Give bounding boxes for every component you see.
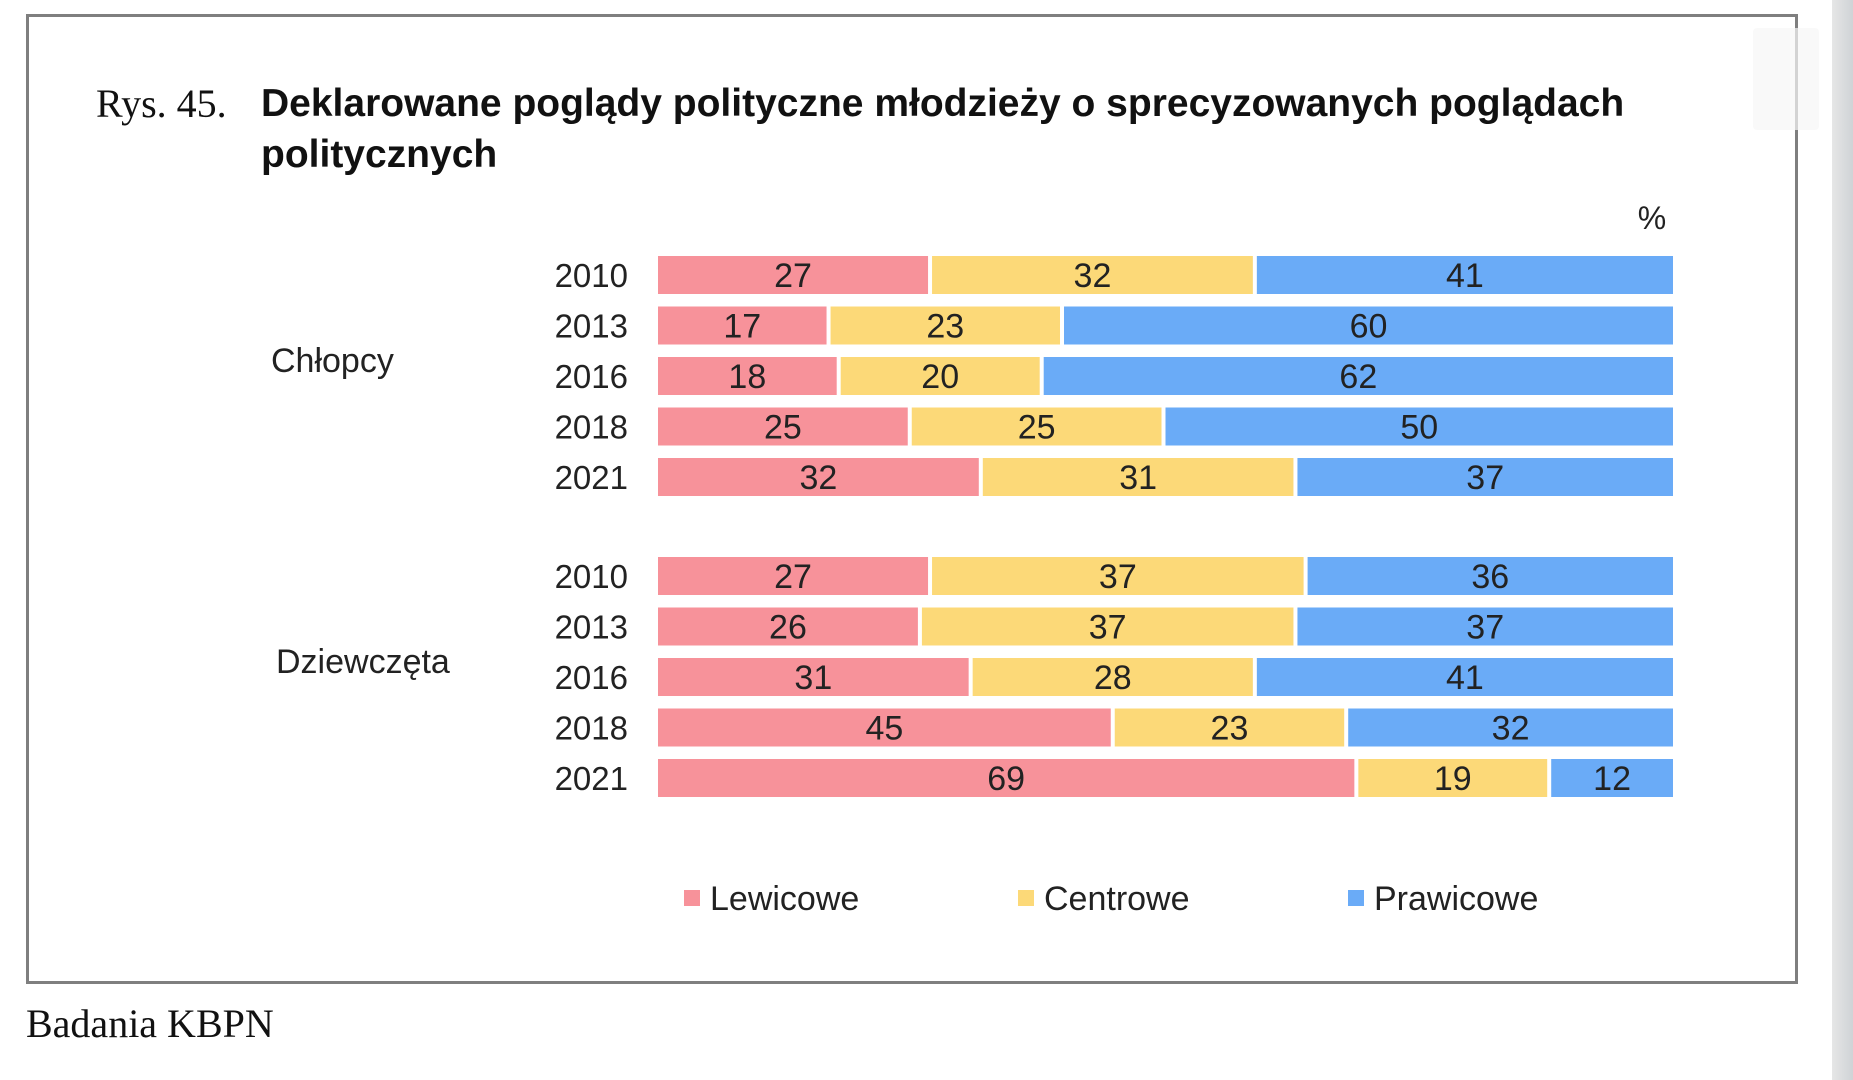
bar-prawicowe	[1256, 658, 1673, 696]
data-label: 31	[1119, 459, 1157, 497]
bar-lewicowe	[658, 658, 969, 696]
year-label: 2018	[555, 409, 628, 446]
year-label: 2010	[555, 558, 628, 595]
data-label: 31	[794, 659, 832, 697]
bar-lewicowe	[658, 357, 837, 395]
bar-lewicowe	[658, 557, 929, 595]
data-label: 23	[926, 308, 964, 346]
bar-centrowe	[830, 306, 1060, 345]
year-label: 2013	[555, 609, 628, 646]
bar-centrowe	[1114, 708, 1345, 747]
year-label: 2018	[555, 710, 628, 747]
data-label: 18	[728, 358, 766, 396]
data-label: 23	[1211, 710, 1249, 748]
bar-centrowe	[932, 256, 1253, 294]
year-label: 2016	[555, 659, 628, 696]
data-label: 37	[1099, 558, 1137, 596]
legend-swatch-lewicowe	[684, 890, 700, 906]
bar-lewicowe	[658, 607, 918, 646]
bar-prawicowe	[1043, 357, 1673, 395]
bar-lewicowe	[658, 458, 979, 496]
bar-centrowe	[972, 658, 1253, 696]
data-label: 20	[921, 358, 959, 396]
legend-label-lewicowe: Lewicowe	[710, 880, 859, 918]
legend-swatch-prawicowe	[1348, 890, 1364, 906]
window-edge-strip	[1832, 0, 1853, 1080]
data-label: 37	[1466, 609, 1504, 647]
legend-label-prawicowe: Prawicowe	[1374, 880, 1538, 918]
bar-lewicowe	[658, 306, 827, 345]
year-label: 2013	[555, 308, 628, 345]
source-note: Badania KBPN	[26, 1001, 274, 1046]
bar-centrowe	[982, 458, 1294, 496]
figure-frame	[26, 14, 1798, 984]
data-label: 41	[1446, 257, 1484, 295]
data-label: 19	[1434, 760, 1472, 798]
data-label: 60	[1350, 308, 1388, 346]
data-label: 25	[1018, 409, 1056, 447]
group-label: Chłopcy	[271, 342, 394, 380]
bar-centrowe	[932, 557, 1304, 595]
data-label: 62	[1339, 358, 1377, 396]
bar-prawicowe	[1551, 759, 1673, 797]
bar-lewicowe	[658, 407, 908, 446]
bar-lewicowe	[658, 708, 1111, 747]
unit-label: %	[1638, 200, 1666, 236]
legend: Lewicowe Centrowe Prawicowe	[684, 880, 1538, 918]
chart-title: Deklarowane poglądy polityczne młodzieży…	[261, 82, 1625, 176]
data-label: 37	[1466, 459, 1504, 497]
bar-prawicowe	[1256, 256, 1673, 294]
legend-label-centrowe: Centrowe	[1044, 880, 1190, 918]
bar-centrowe	[840, 357, 1040, 395]
bar-centrowe	[921, 607, 1294, 646]
bar-prawicowe	[1165, 407, 1673, 446]
data-label: 27	[774, 558, 812, 596]
data-label: 32	[799, 459, 837, 497]
bar-prawicowe	[1064, 306, 1673, 345]
data-label: 32	[1492, 710, 1530, 748]
data-label: 12	[1593, 760, 1631, 798]
data-label: 50	[1400, 409, 1438, 447]
data-label: 28	[1094, 659, 1132, 697]
bar-prawicowe	[1348, 708, 1673, 747]
bar-prawicowe	[1297, 607, 1673, 646]
year-label: 2021	[555, 459, 628, 496]
year-label: 2010	[555, 257, 628, 294]
bar-prawicowe	[1307, 557, 1673, 595]
data-label: 17	[723, 308, 761, 346]
data-label: 32	[1074, 257, 1112, 295]
data-label: 45	[865, 710, 903, 748]
data-label: 69	[987, 760, 1025, 798]
bar-centrowe	[911, 407, 1162, 446]
bar-centrowe	[1358, 759, 1548, 797]
bar-lewicowe	[658, 256, 929, 294]
year-label: 2016	[555, 358, 628, 395]
bar-lewicowe	[658, 759, 1355, 797]
data-label: 27	[774, 257, 812, 295]
data-label: 41	[1446, 659, 1484, 697]
bar-prawicowe	[1297, 458, 1673, 496]
overlay-widget	[1753, 28, 1819, 130]
group-label: Dziewczęta	[276, 643, 450, 681]
data-label: 26	[769, 609, 807, 647]
data-label: 25	[764, 409, 802, 447]
year-label: 2021	[555, 760, 628, 797]
legend-swatch-centrowe	[1018, 890, 1034, 906]
data-label: 36	[1471, 558, 1509, 596]
data-label: 37	[1089, 609, 1127, 647]
figure-number: Rys. 45.	[96, 81, 227, 126]
